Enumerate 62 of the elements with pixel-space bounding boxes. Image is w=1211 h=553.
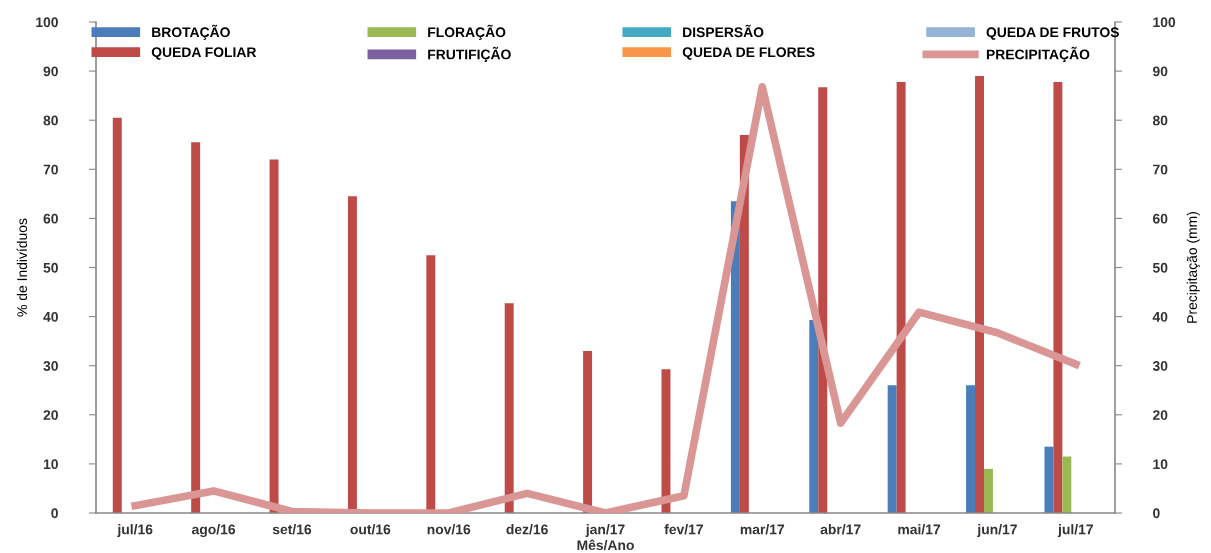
y2-tick-label: 10 xyxy=(1153,459,1168,470)
y2-tick-label: 50 xyxy=(1152,262,1168,273)
y2-tick-label: 30 xyxy=(1152,361,1168,371)
y-tick-label: 10 xyxy=(43,459,58,470)
x-tick-label: jul/17 xyxy=(1057,524,1093,538)
y2-tick-label: 0 xyxy=(1153,508,1160,519)
y2-tick-label: 100 xyxy=(1153,17,1176,28)
x-tick-label: jun/17 xyxy=(977,524,1017,538)
bar xyxy=(809,320,819,513)
y2-tick-label: 80 xyxy=(1152,115,1168,126)
y-tick-label: 100 xyxy=(36,17,58,28)
legend-label: QUEDA FOLIAR xyxy=(151,47,257,60)
x-tick-label: jul/16 xyxy=(117,524,153,538)
legend-label: FLORAÇÃO xyxy=(428,24,506,40)
y2-tick-label: 90 xyxy=(1152,66,1168,77)
x-tick-label: dez/16 xyxy=(506,524,548,535)
bar xyxy=(887,385,897,513)
bar xyxy=(896,81,906,513)
x-axis-title: Mês/Ano xyxy=(577,539,634,551)
x-tick-label: set/16 xyxy=(272,524,312,535)
x-tick-label: abr/17 xyxy=(820,524,861,535)
y-tick-label: 70 xyxy=(43,164,58,175)
x-tick-label: ago/16 xyxy=(191,524,236,538)
y2-tick-label: 40 xyxy=(1152,311,1168,322)
y2-tick-label: 20 xyxy=(1152,410,1168,420)
bar xyxy=(661,369,671,513)
y-tick-label: 80 xyxy=(43,115,58,126)
bar xyxy=(1044,446,1054,513)
y2-tick-label: 60 xyxy=(1153,213,1168,224)
bar xyxy=(112,117,122,513)
bar xyxy=(818,87,828,513)
bar xyxy=(191,142,201,513)
bar xyxy=(966,385,976,513)
x-tick-label: jan/17 xyxy=(585,524,625,538)
bar xyxy=(504,303,514,513)
y2-axis-title: Precipitação (mm) xyxy=(1186,212,1200,323)
bar xyxy=(983,468,993,513)
bar xyxy=(583,350,593,513)
legend-label: QUEDA DE FLORES xyxy=(682,47,815,60)
y-tick-label: 0 xyxy=(51,508,58,519)
bar xyxy=(1062,456,1072,513)
y-tick-label: 20 xyxy=(43,410,58,420)
y2-tick-label: 70 xyxy=(1153,164,1168,175)
y-tick-label: 60 xyxy=(43,213,58,224)
x-tick-label: fev/17 xyxy=(664,524,703,535)
y-tick-label: 30 xyxy=(43,361,58,371)
bar xyxy=(269,159,279,513)
bar xyxy=(1053,81,1063,513)
x-tick-label: out/16 xyxy=(350,524,391,535)
x-tick-label: mai/17 xyxy=(898,524,941,535)
legend-label: QUEDA DE FRUTOS xyxy=(986,27,1119,40)
y-tick-label: 40 xyxy=(43,311,58,322)
y-tick-label: 90 xyxy=(43,66,58,77)
legend-label: BROTAÇÃO xyxy=(152,24,230,40)
legend-label: DISPERSÃO xyxy=(683,24,764,38)
legend-label: PRECIPITAÇÃO xyxy=(986,46,1090,63)
x-tick-label: mar/17 xyxy=(740,524,785,535)
legend-label: FRUTIFIÇÃO xyxy=(428,46,511,63)
bar xyxy=(975,76,984,513)
y-axis-title: % de Indivíduos xyxy=(16,218,28,317)
x-tick-label: nov/16 xyxy=(427,524,471,535)
y-tick-label: 50 xyxy=(43,262,58,273)
